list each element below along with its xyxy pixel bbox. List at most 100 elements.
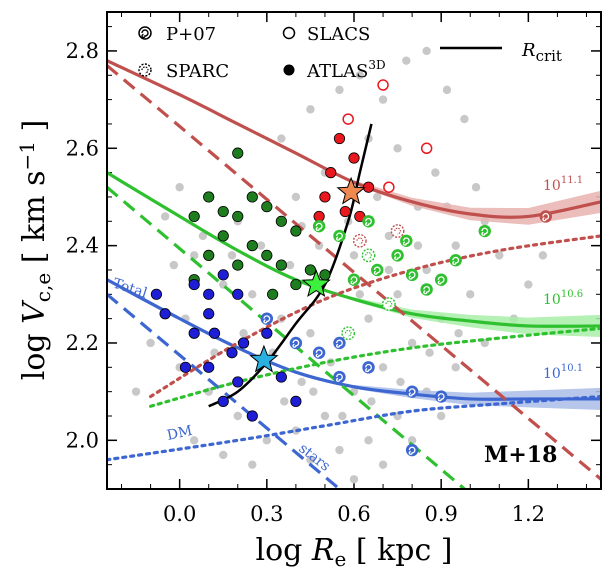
background-point [320, 411, 330, 421]
background-point [306, 105, 315, 114]
series-line [107, 64, 601, 481]
p07-point [449, 254, 462, 267]
p07-point-spiral [365, 363, 372, 373]
background-point [335, 85, 344, 95]
background-point [442, 85, 452, 95]
atlas-point [261, 249, 273, 261]
atlas-point [188, 210, 200, 223]
sparc-point-ring [390, 224, 405, 238]
background-point [451, 363, 460, 372]
p07-point [333, 229, 346, 243]
slacs-point [420, 142, 433, 155]
atlas-point [237, 337, 250, 349]
label-mass-mid: 1010.6 [543, 289, 583, 308]
background-point [160, 212, 170, 221]
atlas-point [232, 376, 244, 388]
background-point [169, 260, 179, 270]
p07-point [434, 390, 448, 403]
atlas-point [275, 259, 287, 271]
atlas-point [304, 264, 317, 276]
series-line [208, 123, 373, 408]
p07-point-spiral [315, 222, 323, 231]
x-tick-label: 0.0 [163, 502, 196, 526]
spiral-marker-icon [138, 26, 152, 40]
sparc-point-ring [381, 297, 396, 311]
slacs-point [342, 113, 354, 125]
p07-point-spiral [437, 276, 445, 285]
atlas-point [319, 269, 331, 281]
p07-point-spiral [542, 213, 550, 222]
background-point [309, 387, 318, 396]
p07-point-spiral [408, 388, 416, 397]
atlas-point [159, 308, 171, 320]
background-point [355, 71, 365, 80]
label-mass-low: 1010.1 [543, 363, 583, 382]
background-point [248, 460, 257, 469]
plot-frame [106, 11, 602, 490]
atlas-point [208, 327, 221, 339]
p07-point [371, 263, 384, 277]
background-point [454, 329, 463, 338]
background-point [210, 348, 219, 357]
p07-point [362, 361, 375, 374]
background-point [367, 397, 376, 406]
sparc-point [390, 224, 405, 238]
background-point [538, 251, 548, 260]
background-point [277, 134, 286, 143]
background-point [384, 231, 394, 241]
atlas-point [232, 210, 244, 223]
p07-point-spiral [481, 227, 489, 236]
series-line [148, 234, 601, 399]
p07-point-spiral [408, 446, 416, 455]
atlas-point [261, 201, 273, 213]
background-point [407, 338, 417, 348]
atlas-point [232, 147, 244, 159]
legend-label-sparc: SPARC [166, 61, 229, 82]
series-line [107, 186, 467, 489]
atlas-point [150, 288, 162, 300]
y-axis-title: log Vc,e [ km s−1 ] [15, 120, 55, 381]
sparc-point [352, 233, 367, 248]
series-line [107, 278, 601, 401]
background-point [227, 251, 237, 260]
y-tick-label: 2.4 [66, 234, 99, 258]
p07-point [312, 346, 326, 359]
sparc-point-ring [361, 248, 376, 263]
background-point [349, 475, 359, 484]
background-point [524, 280, 533, 289]
data-markers [150, 79, 552, 457]
critical-star [249, 344, 279, 373]
p07-point-spiral [336, 232, 343, 241]
atlas-point [217, 230, 229, 242]
label-dm: DM [166, 423, 194, 444]
background-point [396, 377, 405, 387]
background-point [239, 329, 248, 338]
atlas-point [179, 361, 192, 373]
background-point [471, 183, 481, 192]
atlas-point [362, 181, 375, 193]
p07-point [405, 443, 419, 457]
p07-point [347, 273, 361, 286]
label-total: Total [111, 276, 150, 302]
background-point [314, 241, 324, 250]
background-point [146, 338, 155, 348]
x-axis-title: log Re [ kpc ] [255, 533, 452, 571]
y-tick-label: 2.8 [66, 39, 99, 63]
critical-star [301, 269, 331, 298]
legend-label-p07: P+07 [166, 24, 216, 45]
background-point [306, 455, 315, 464]
y-tick-label: 2.0 [66, 428, 99, 452]
atlas-point [261, 327, 273, 339]
background-point [373, 192, 382, 202]
background-point [364, 314, 373, 323]
p07-point [289, 336, 303, 350]
atlas-point [290, 225, 302, 237]
p07-point [539, 210, 552, 223]
legend-item-sparc: SPARC [138, 61, 229, 82]
atlas-point [217, 395, 229, 407]
atlas-point [267, 288, 279, 300]
p07-point-spiral [437, 393, 445, 402]
p07-point-spiral [365, 217, 372, 227]
legend-label-atlas: ATLAS3D [306, 58, 386, 82]
